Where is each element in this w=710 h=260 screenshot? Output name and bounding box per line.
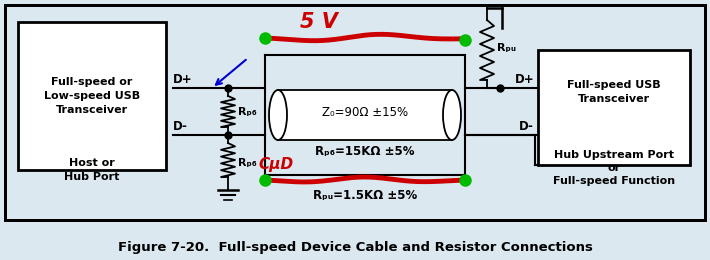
Text: Transceiver: Transceiver — [56, 105, 128, 115]
Text: Host or: Host or — [69, 158, 115, 168]
Bar — [5, 5, 705, 220]
Text: Hub Port: Hub Port — [65, 172, 120, 182]
Text: Low-speed USB: Low-speed USB — [44, 91, 140, 101]
Bar — [278, 90, 452, 140]
Text: Rₚᵤ: Rₚᵤ — [497, 43, 516, 53]
Text: D+: D+ — [514, 73, 534, 86]
Text: Rₚ₆=15KΩ ±5%: Rₚ₆=15KΩ ±5% — [315, 146, 415, 159]
Bar — [18, 22, 166, 170]
Text: Full-speed USB: Full-speed USB — [567, 80, 661, 90]
Text: Hub Upstream Port: Hub Upstream Port — [554, 150, 674, 160]
Bar — [5, 5, 705, 220]
Text: Rₚ₆: Rₚ₆ — [238, 158, 257, 168]
Text: Transceiver: Transceiver — [578, 94, 650, 104]
Bar — [7, 7, 703, 218]
Text: 5 V: 5 V — [300, 12, 338, 32]
Text: Z₀=90Ω ±15%: Z₀=90Ω ±15% — [322, 107, 408, 120]
Bar — [538, 50, 690, 165]
Ellipse shape — [269, 90, 287, 140]
Text: CμD: CμD — [258, 158, 293, 172]
Text: D-: D- — [173, 120, 188, 133]
Text: D-: D- — [519, 120, 534, 133]
Text: or: or — [608, 163, 621, 173]
Text: Full-speed or: Full-speed or — [51, 77, 133, 87]
Text: Full-speed Function: Full-speed Function — [553, 176, 675, 186]
Text: Figure 7-20.  Full-speed Device Cable and Resistor Connections: Figure 7-20. Full-speed Device Cable and… — [118, 242, 592, 255]
Text: Rₚᵤ=1.5KΩ ±5%: Rₚᵤ=1.5KΩ ±5% — [313, 190, 417, 203]
Text: D+: D+ — [173, 73, 192, 86]
Ellipse shape — [443, 90, 461, 140]
Text: Rₚ₆: Rₚ₆ — [238, 107, 257, 116]
